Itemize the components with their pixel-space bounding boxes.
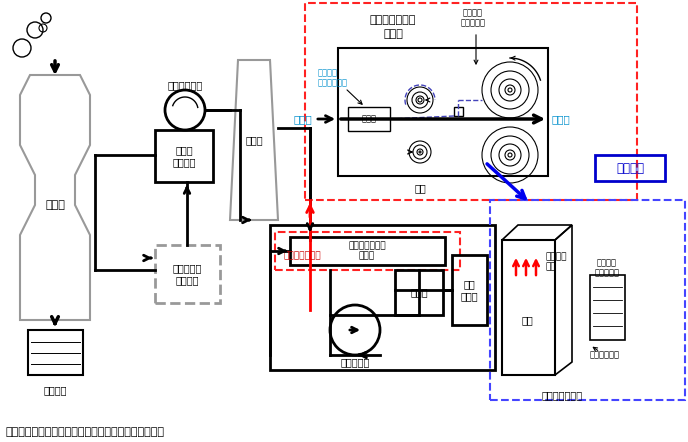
Text: じんあい
モニタ検出器: じんあい モニタ検出器 bbox=[318, 69, 348, 88]
Bar bbox=[395, 270, 443, 315]
Text: ろ紙: ろ紙 bbox=[521, 315, 533, 325]
Bar bbox=[155, 130, 213, 182]
Text: 真空ポンプ: 真空ポンプ bbox=[341, 357, 369, 367]
Text: 吸気側: 吸気側 bbox=[293, 114, 312, 124]
Text: 排気筒: 排気筒 bbox=[245, 135, 263, 145]
Text: ろ紙: ろ紙 bbox=[414, 183, 426, 193]
Bar bbox=[590, 275, 625, 340]
Bar bbox=[28, 330, 83, 375]
Text: ろ紙切れ
検知センサ: ろ紙切れ 検知センサ bbox=[594, 258, 619, 278]
Text: ろ紙切れ
検知センサ: ろ紙切れ 検知センサ bbox=[460, 8, 486, 28]
Text: 排ガスブロア: 排ガスブロア bbox=[167, 80, 203, 90]
Text: じんあいモニタ: じんあいモニタ bbox=[370, 15, 416, 25]
Text: 伊方発電所　雑固体焼却設備排気筒モニタ系統概要図: 伊方発電所 雑固体焼却設備排気筒モニタ系統概要図 bbox=[5, 427, 164, 437]
Bar bbox=[155, 245, 220, 303]
Text: 上方向に
ずれ: 上方向に ずれ bbox=[545, 252, 566, 272]
Text: じんあいモニタ: じんあいモニタ bbox=[283, 251, 321, 260]
Bar bbox=[290, 237, 445, 265]
Bar bbox=[348, 107, 390, 131]
Bar bbox=[305, 3, 637, 200]
Bar bbox=[452, 255, 487, 325]
Text: じんあいモニタ
検出部: じんあいモニタ 検出部 bbox=[348, 241, 386, 261]
Bar bbox=[595, 155, 665, 181]
Text: セラミック
フィルタ: セラミック フィルタ bbox=[172, 263, 202, 285]
Text: ろ紙検知位置: ろ紙検知位置 bbox=[590, 351, 620, 359]
Text: 検出器: 検出器 bbox=[361, 114, 376, 123]
Text: 当該箇所: 当該箇所 bbox=[616, 161, 644, 175]
Text: 除湿器: 除湿器 bbox=[410, 287, 428, 297]
Bar bbox=[275, 232, 460, 270]
Bar bbox=[338, 48, 548, 176]
Text: 焼却炉: 焼却炉 bbox=[45, 200, 65, 210]
Bar bbox=[454, 107, 463, 116]
Text: ガス
モニタ: ガス モニタ bbox=[460, 279, 477, 301]
Text: 【ろ紙ずれ時】: 【ろ紙ずれ時】 bbox=[541, 390, 583, 400]
Bar bbox=[270, 225, 495, 370]
Text: 排気側: 排気側 bbox=[552, 114, 571, 124]
Text: 排ガス
フィルタ: 排ガス フィルタ bbox=[172, 145, 196, 167]
Text: 検出部: 検出部 bbox=[383, 29, 403, 39]
Text: ドラム缶: ドラム缶 bbox=[43, 385, 67, 395]
Bar bbox=[490, 200, 685, 400]
